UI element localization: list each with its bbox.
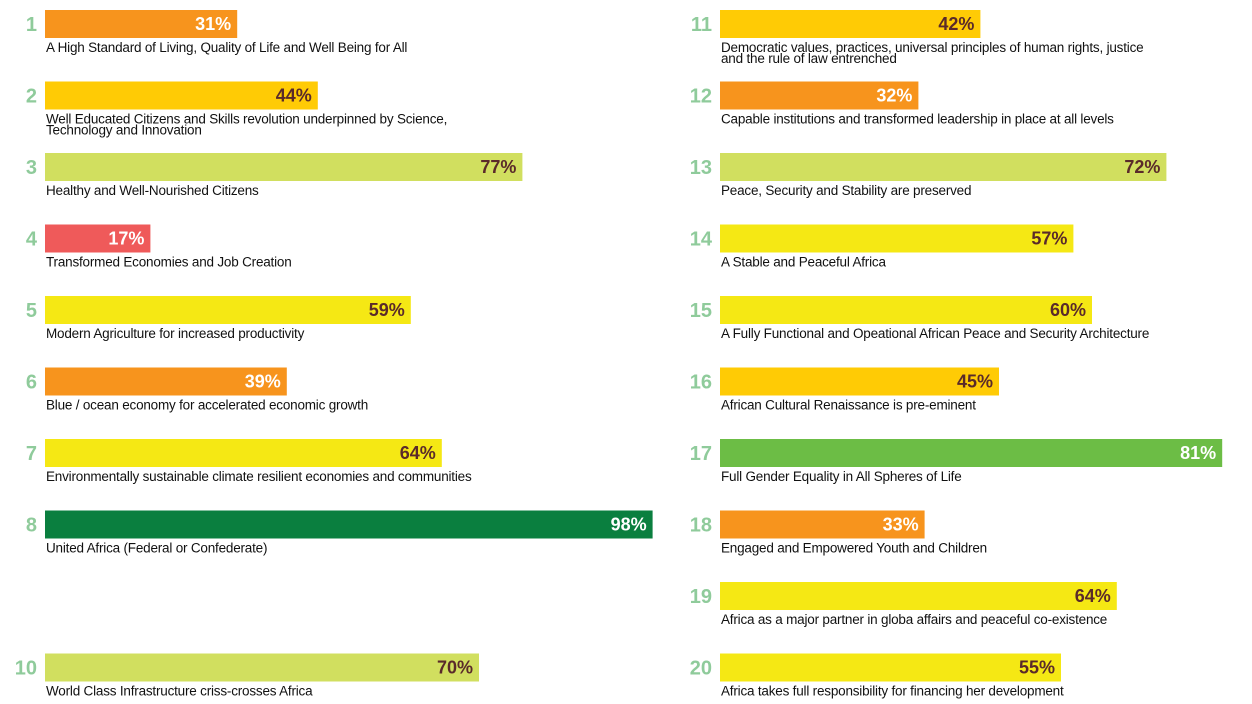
bar xyxy=(45,439,442,467)
value-label: 44% xyxy=(276,86,312,106)
goal-number: 17 xyxy=(690,443,712,465)
bar xyxy=(720,10,981,38)
value-label: 77% xyxy=(480,157,516,177)
goal-number: 14 xyxy=(690,229,713,251)
goal-label: Peace, Security and Stability are preser… xyxy=(721,183,971,198)
value-label: 45% xyxy=(957,372,993,392)
bar xyxy=(720,439,1223,467)
goal-label: Modern Agriculture for increased product… xyxy=(46,326,305,341)
goal-number: 12 xyxy=(690,86,712,108)
bar xyxy=(720,296,1092,324)
goal-number: 6 xyxy=(26,372,37,394)
value-label: 72% xyxy=(1124,157,1160,177)
value-label: 32% xyxy=(876,86,912,106)
goal-number: 5 xyxy=(26,300,37,322)
value-label: 64% xyxy=(1075,586,1111,606)
goal-number: 13 xyxy=(690,157,712,179)
goal-label: Well Educated Citizens and Skills revolu… xyxy=(46,112,447,127)
goal-number: 20 xyxy=(690,658,712,680)
goal-number: 3 xyxy=(26,157,37,179)
goal-number: 1 xyxy=(26,14,37,36)
goal-label: A Fully Functional and Opeational Africa… xyxy=(721,326,1149,341)
bar xyxy=(45,653,479,682)
goal-number: 15 xyxy=(690,300,712,322)
goal-number: 11 xyxy=(691,14,712,36)
value-label: 39% xyxy=(245,372,281,392)
goal-label: Africa takes full responsibility for fin… xyxy=(721,684,1064,699)
bar xyxy=(720,367,999,396)
bar xyxy=(45,153,523,181)
goal-label: Technology and Innovation xyxy=(46,123,202,138)
bar xyxy=(45,367,287,396)
bar xyxy=(45,224,151,253)
goal-label: A Stable and Peaceful Africa xyxy=(721,255,886,270)
goal-number: 10 xyxy=(15,658,37,680)
goal-number: 7 xyxy=(26,443,37,465)
goal-label: Capable institutions and transformed lea… xyxy=(721,112,1114,127)
goal-number: 8 xyxy=(26,515,37,537)
bar xyxy=(720,224,1074,253)
value-label: 59% xyxy=(369,300,405,320)
value-label: 70% xyxy=(437,658,473,678)
goal-label: and the rule of law entrenched xyxy=(721,51,897,66)
goal-label: Africa as a major partner in globa affai… xyxy=(721,612,1107,627)
goal-number: 18 xyxy=(690,515,712,537)
value-label: 33% xyxy=(883,515,919,535)
goal-label: A High Standard of Living, Quality of Li… xyxy=(46,40,407,55)
value-label: 81% xyxy=(1180,443,1216,463)
bar xyxy=(45,10,238,38)
goal-label: Transformed Economies and Job Creation xyxy=(46,255,292,270)
bar xyxy=(45,510,653,539)
goal-label: Engaged and Empowered Youth and Children xyxy=(721,541,987,556)
goal-label: Full Gender Equality in All Spheres of L… xyxy=(721,469,962,484)
bar xyxy=(45,81,318,110)
value-label: 17% xyxy=(108,229,144,249)
value-label: 98% xyxy=(611,515,647,535)
goal-number: 16 xyxy=(690,372,712,394)
bar xyxy=(720,510,925,539)
value-label: 42% xyxy=(938,14,974,34)
goal-number: 2 xyxy=(26,86,37,108)
goal-label: African Cultural Renaissance is pre-emin… xyxy=(721,398,976,413)
goal-label: Healthy and Well-Nourished Citizens xyxy=(46,183,259,198)
bar xyxy=(45,296,411,324)
value-label: 60% xyxy=(1050,300,1086,320)
goal-label: Blue / ocean economy for accelerated eco… xyxy=(46,398,368,413)
goal-label: Democratic values, practices, universal … xyxy=(721,40,1143,55)
goal-label: Environmentally sustainable climate resi… xyxy=(46,469,472,484)
bar xyxy=(720,582,1117,610)
goal-number: 4 xyxy=(26,229,38,251)
value-label: 64% xyxy=(400,443,436,463)
value-label: 31% xyxy=(195,14,231,34)
goal-label: United Africa (Federal or Confederate) xyxy=(46,541,267,556)
bar xyxy=(720,153,1167,181)
bar xyxy=(720,81,919,110)
bar xyxy=(720,653,1061,682)
value-label: 57% xyxy=(1031,229,1067,249)
value-label: 55% xyxy=(1019,658,1055,678)
goal-number: 19 xyxy=(690,586,712,608)
goal-label: World Class Infrastructure criss-crosses… xyxy=(46,684,313,699)
